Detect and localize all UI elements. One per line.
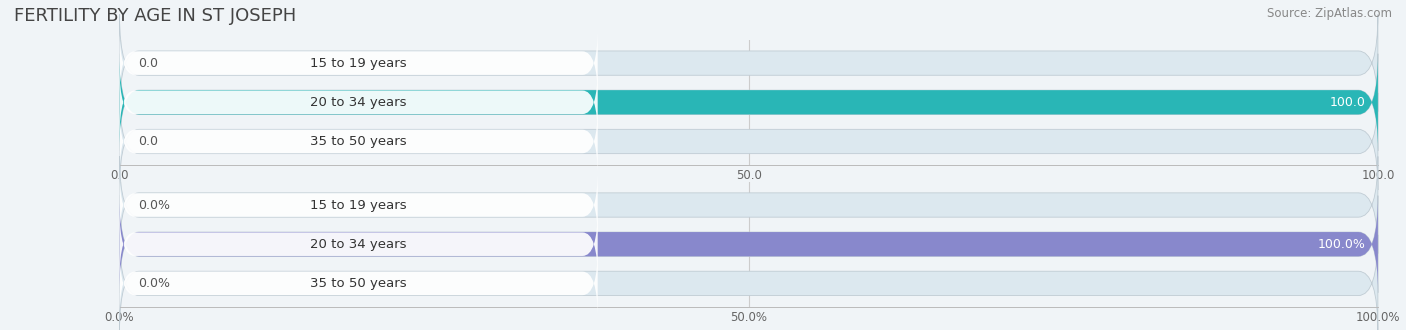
- Text: 20 to 34 years: 20 to 34 years: [311, 238, 406, 251]
- Text: 100.0: 100.0: [1330, 96, 1365, 109]
- FancyBboxPatch shape: [120, 248, 598, 319]
- Text: 100.0%: 100.0%: [1317, 238, 1365, 251]
- Text: 15 to 19 years: 15 to 19 years: [311, 199, 406, 212]
- FancyBboxPatch shape: [120, 15, 1378, 112]
- FancyBboxPatch shape: [120, 54, 1378, 151]
- Text: FERTILITY BY AGE IN ST JOSEPH: FERTILITY BY AGE IN ST JOSEPH: [14, 7, 297, 25]
- Text: 20 to 34 years: 20 to 34 years: [311, 96, 406, 109]
- FancyBboxPatch shape: [120, 106, 598, 177]
- FancyBboxPatch shape: [120, 235, 1378, 330]
- FancyBboxPatch shape: [120, 54, 1378, 151]
- FancyBboxPatch shape: [120, 156, 1378, 253]
- Text: 0.0: 0.0: [138, 57, 159, 70]
- Text: Source: ZipAtlas.com: Source: ZipAtlas.com: [1267, 7, 1392, 19]
- Text: 0.0%: 0.0%: [138, 199, 170, 212]
- FancyBboxPatch shape: [120, 170, 598, 240]
- Text: 35 to 50 years: 35 to 50 years: [311, 277, 406, 290]
- Text: 35 to 50 years: 35 to 50 years: [311, 135, 406, 148]
- FancyBboxPatch shape: [120, 93, 1378, 190]
- FancyBboxPatch shape: [120, 209, 598, 280]
- Text: 0.0%: 0.0%: [138, 277, 170, 290]
- Text: 15 to 19 years: 15 to 19 years: [311, 57, 406, 70]
- FancyBboxPatch shape: [120, 196, 1378, 293]
- Text: 0.0: 0.0: [138, 135, 159, 148]
- FancyBboxPatch shape: [120, 196, 1378, 293]
- FancyBboxPatch shape: [120, 67, 598, 138]
- FancyBboxPatch shape: [120, 28, 598, 98]
